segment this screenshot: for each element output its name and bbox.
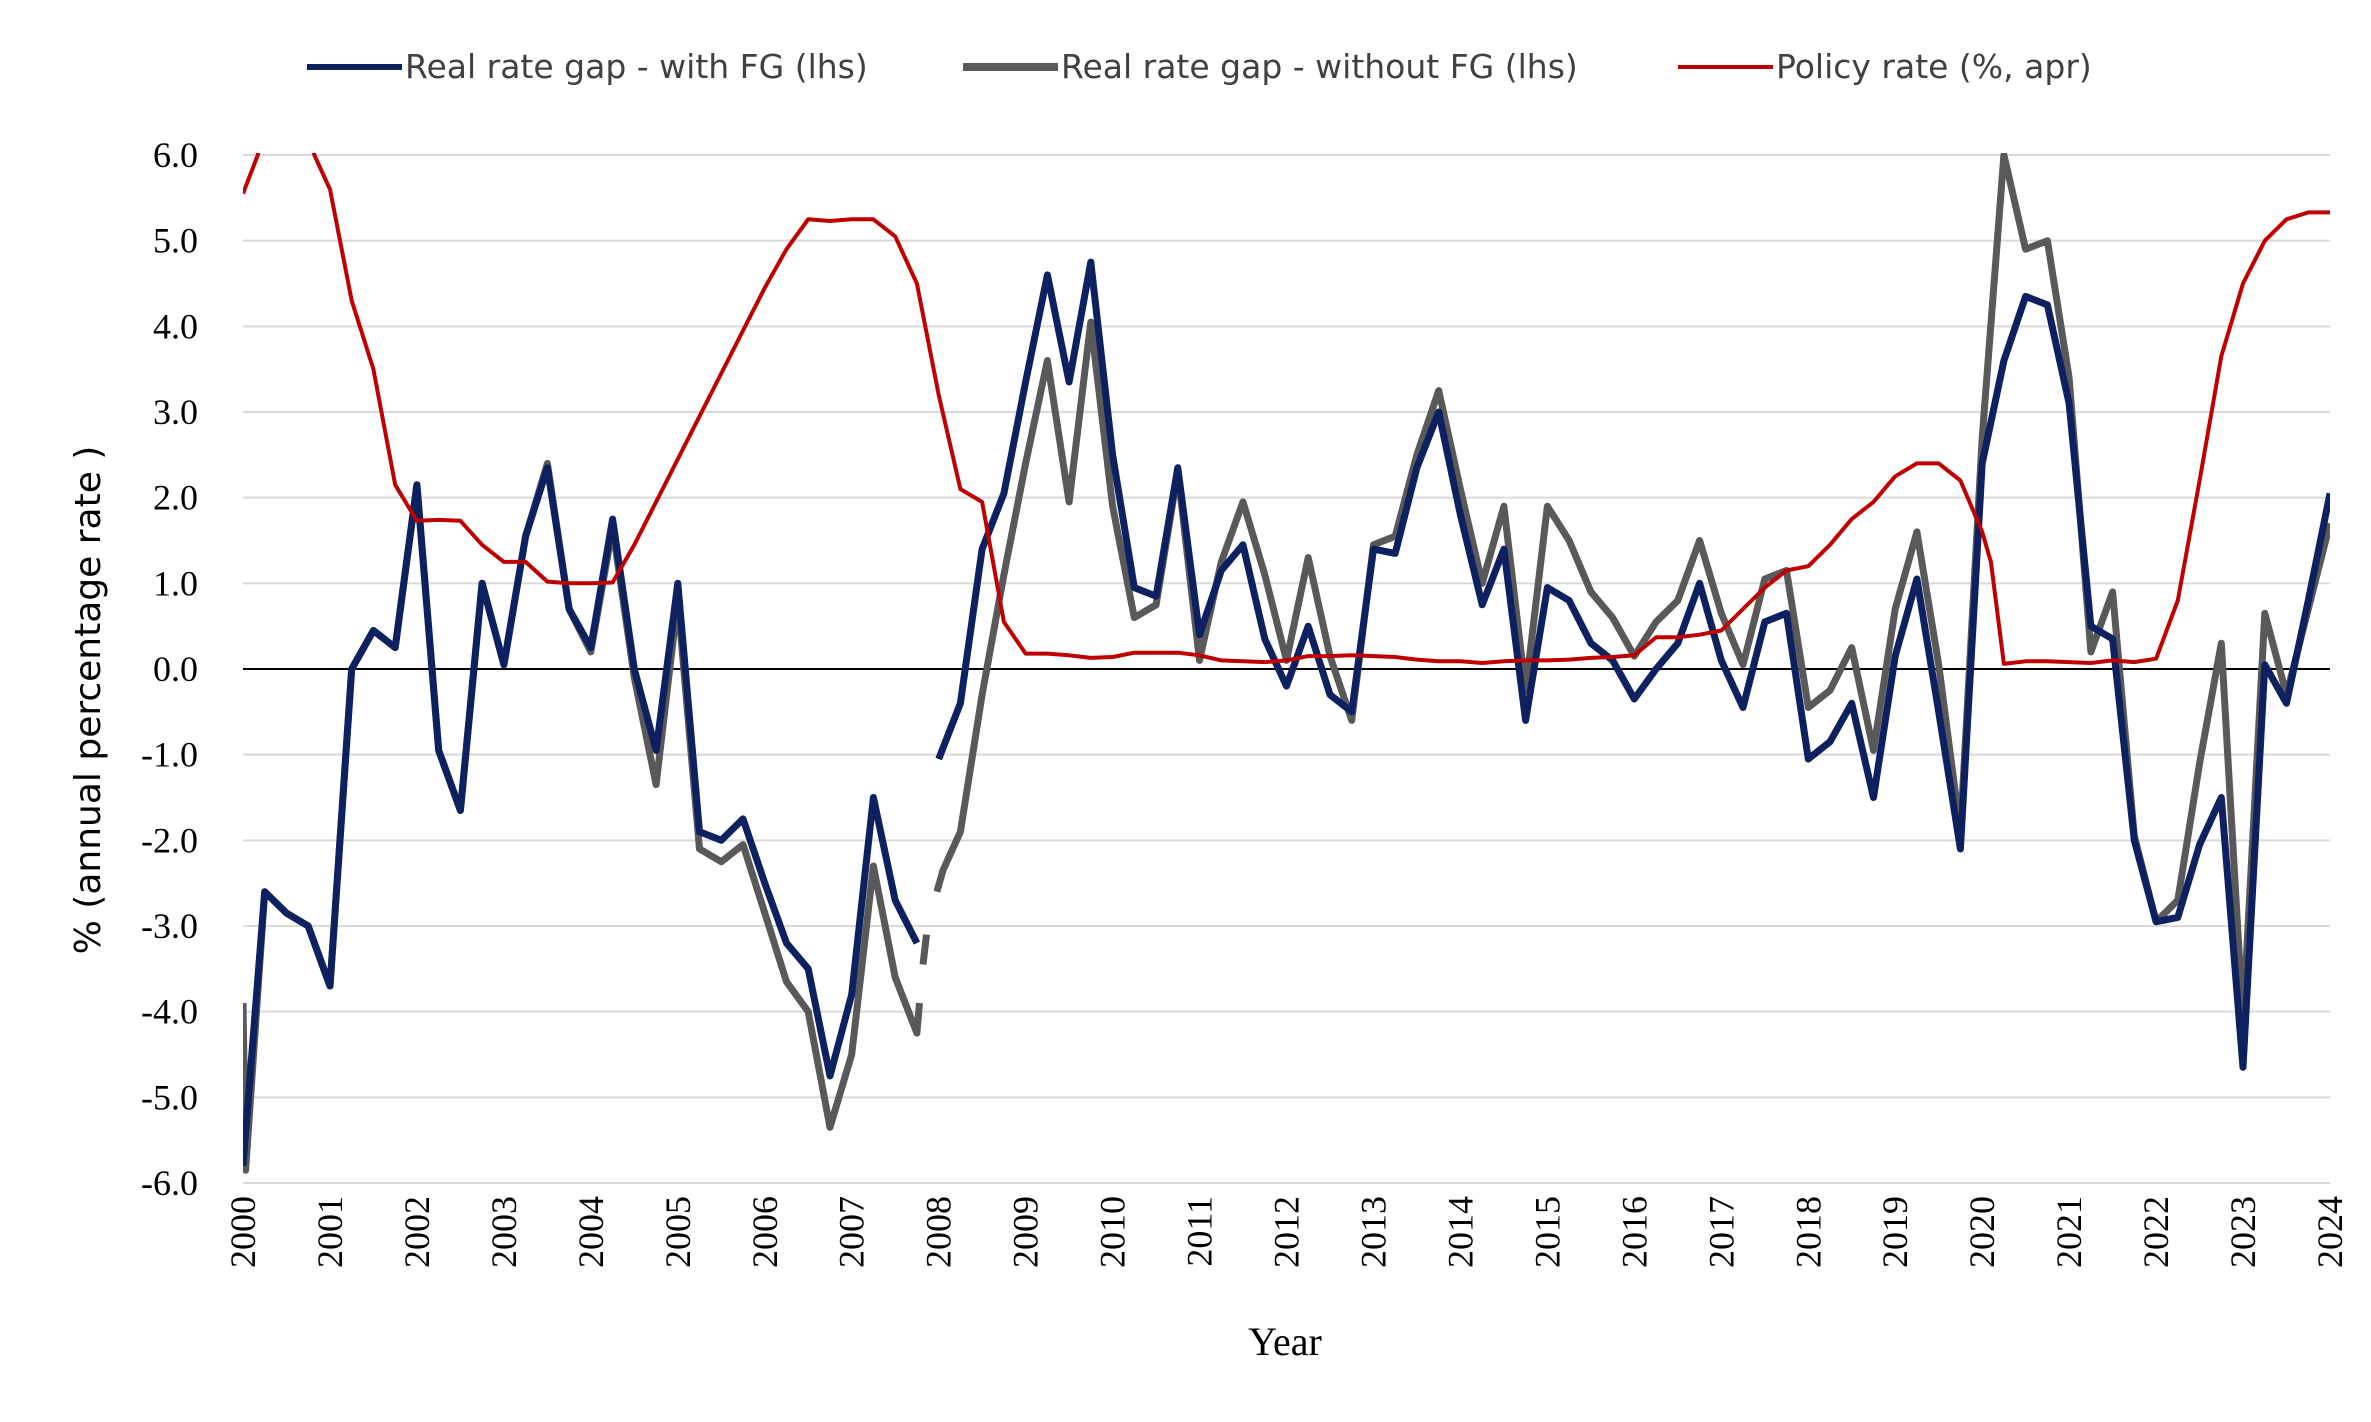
y-tick-label: 5.0 [153, 221, 198, 261]
x-tick-label: 2002 [397, 1196, 437, 1268]
y-tick-label: -5.0 [141, 1077, 198, 1117]
legend: Real rate gap - with FG (lhs) Real rate g… [307, 47, 2092, 86]
series-line-1 [919, 934, 930, 965]
y-tick-label: 1.0 [153, 563, 198, 603]
y-tick-label: 2.0 [153, 478, 198, 518]
x-tick-label: 2014 [1440, 1196, 1480, 1268]
x-tick-label: 2022 [2136, 1196, 2176, 1268]
y-tick-label: 0.0 [153, 649, 198, 689]
series-line-0 [935, 258, 2330, 1071]
series-line-0 [243, 464, 921, 1167]
series-line-1 [933, 153, 2330, 1024]
series-line-2 [243, 153, 2330, 666]
y-tick-label: -1.0 [141, 735, 198, 775]
x-tick-label: 2017 [1701, 1196, 1741, 1268]
y-tick-label: -3.0 [141, 906, 198, 946]
series-lines [243, 153, 2330, 1174]
x-tick-label: 2013 [1353, 1196, 1393, 1268]
y-axis-title: % (annual percentage rate ) [68, 446, 109, 955]
legend-label: Real rate gap - without FG (lhs) [1061, 47, 1578, 86]
x-tick-label: 2006 [745, 1196, 785, 1268]
x-tick-label: 2020 [1962, 1196, 2002, 1268]
x-tick-label: 2003 [484, 1196, 524, 1268]
x-tick-label: 2008 [919, 1196, 959, 1268]
x-tick-label: 2015 [1527, 1196, 1567, 1268]
x-tick-label: 2012 [1267, 1196, 1307, 1268]
x-tick-label: 2011 [1180, 1196, 1220, 1267]
x-tick-label: 2023 [2223, 1196, 2263, 1268]
y-tick-label: -2.0 [141, 820, 198, 860]
y-tick-label: -6.0 [141, 1163, 198, 1203]
x-tick-label: 2016 [1614, 1196, 1654, 1268]
x-tick-label: 2004 [571, 1196, 611, 1268]
x-tick-label: 2021 [2049, 1196, 2089, 1268]
x-tick-label: 2000 [223, 1196, 263, 1268]
y-axis-ticks: 6.0 5.0 4.0 3.0 2.0 1.0 0.0 -1.0 -2.0 -3.0 -4.0 -5.… [141, 135, 198, 1203]
y-tick-label: -4.0 [141, 992, 198, 1032]
legend-label: Policy rate (%, apr) [1776, 47, 2092, 86]
x-axis-title: Year [1248, 1319, 1322, 1364]
x-tick-label: 2005 [658, 1196, 698, 1268]
legend-label: Real rate gap - with FG (lhs) [405, 47, 868, 86]
x-tick-label: 2018 [1788, 1196, 1828, 1268]
x-tick-label: 2001 [310, 1196, 350, 1268]
y-tick-label: 4.0 [153, 306, 198, 346]
x-tick-label: 2010 [1093, 1196, 1133, 1268]
y-tick-label: 3.0 [153, 392, 198, 432]
y-tick-label: 6.0 [153, 135, 198, 175]
x-tick-label: 2019 [1875, 1196, 1915, 1268]
x-axis-ticks: 2000 2001 2002 2003 2004 2005 2006 2007 2008 2009… [223, 1196, 2350, 1268]
x-tick-label: 2007 [832, 1196, 872, 1268]
x-tick-label: 2009 [1006, 1196, 1046, 1268]
x-tick-label: 2024 [2310, 1196, 2350, 1268]
